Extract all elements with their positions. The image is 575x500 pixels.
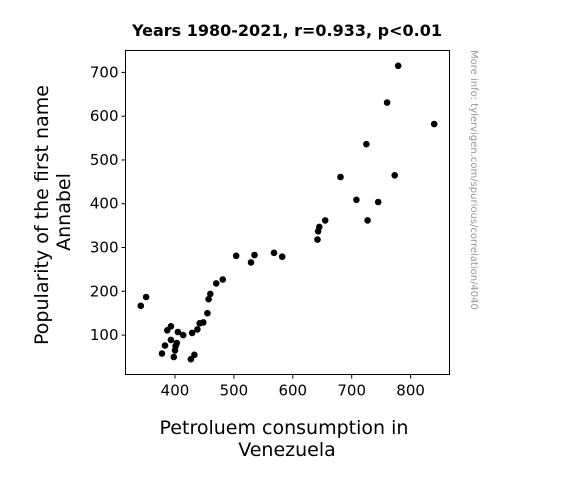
data-point-30 xyxy=(314,236,321,243)
data-point-13 xyxy=(179,331,187,339)
data-point-2 xyxy=(142,293,150,301)
data-point-42 xyxy=(430,120,438,128)
source-watermark: More info: tylervigen.com/spurious/corre… xyxy=(468,50,479,310)
data-point-21 xyxy=(205,295,212,303)
data-point-11 xyxy=(173,339,181,347)
data-point-22 xyxy=(207,290,214,298)
data-point-29 xyxy=(278,253,286,260)
data-point-33 xyxy=(321,217,329,224)
data-point-34 xyxy=(337,173,344,181)
x-tick-label: 700 xyxy=(337,382,366,400)
data-point-6 xyxy=(167,323,175,330)
data-point-27 xyxy=(251,251,258,259)
x-axis-label-line-1: Petroluem consumption in xyxy=(160,417,409,439)
data-point-39 xyxy=(383,99,391,106)
data-point-8 xyxy=(170,353,178,361)
data-point-32 xyxy=(316,223,323,231)
y-tick-label: 600 xyxy=(90,107,119,125)
data-point-37 xyxy=(364,217,371,224)
x-tick-label: 800 xyxy=(396,382,425,400)
data-point-25 xyxy=(232,252,240,260)
data-point-3 xyxy=(158,350,166,357)
x-axis-label: Petroluem consumption in Venezuela xyxy=(160,417,415,461)
x-tick-label: 500 xyxy=(220,382,249,400)
data-point-7 xyxy=(167,336,175,344)
data-point-14 xyxy=(187,355,195,363)
data-point-19 xyxy=(200,319,207,326)
data-point-35 xyxy=(353,196,360,204)
y-axis-label-line-2: Annabel xyxy=(53,173,75,251)
data-point-17 xyxy=(194,326,201,333)
data-point-38 xyxy=(374,198,382,206)
data-point-15 xyxy=(188,329,196,337)
y-axis-label-line-1: Popularity of the first name xyxy=(31,85,53,345)
x-axis-label-line-2: Venezuela xyxy=(238,439,336,461)
data-point-1 xyxy=(137,302,145,310)
chart-title: Years 1980-2021, r=0.933, p<0.01 xyxy=(131,21,442,40)
data-point-4 xyxy=(161,342,169,349)
data-points xyxy=(137,62,438,363)
y-tick-label: 200 xyxy=(90,282,119,300)
data-point-41 xyxy=(394,62,402,70)
x-axis: 400 500 600 700 800 xyxy=(161,374,425,400)
x-tick-label: 400 xyxy=(161,382,190,400)
data-point-16 xyxy=(191,351,198,359)
data-point-28 xyxy=(270,249,278,257)
data-point-12 xyxy=(174,328,182,336)
data-point-23 xyxy=(212,280,220,287)
data-point-24 xyxy=(219,276,226,283)
data-point-20 xyxy=(204,309,211,317)
y-tick-label: 500 xyxy=(90,151,119,169)
y-axis: 100 200 300 400 500 600 700 xyxy=(90,63,126,344)
y-tick-label: 300 xyxy=(90,239,119,257)
data-point-26 xyxy=(247,259,255,266)
x-tick-label: 600 xyxy=(278,382,307,400)
data-point-40 xyxy=(391,172,399,179)
y-axis-label: Popularity of the first name Annabel xyxy=(31,79,75,345)
y-tick-label: 700 xyxy=(90,63,119,81)
y-tick-label: 100 xyxy=(90,326,119,344)
data-point-36 xyxy=(363,140,370,148)
plot-frame xyxy=(125,50,450,375)
y-tick-label: 400 xyxy=(90,195,119,213)
